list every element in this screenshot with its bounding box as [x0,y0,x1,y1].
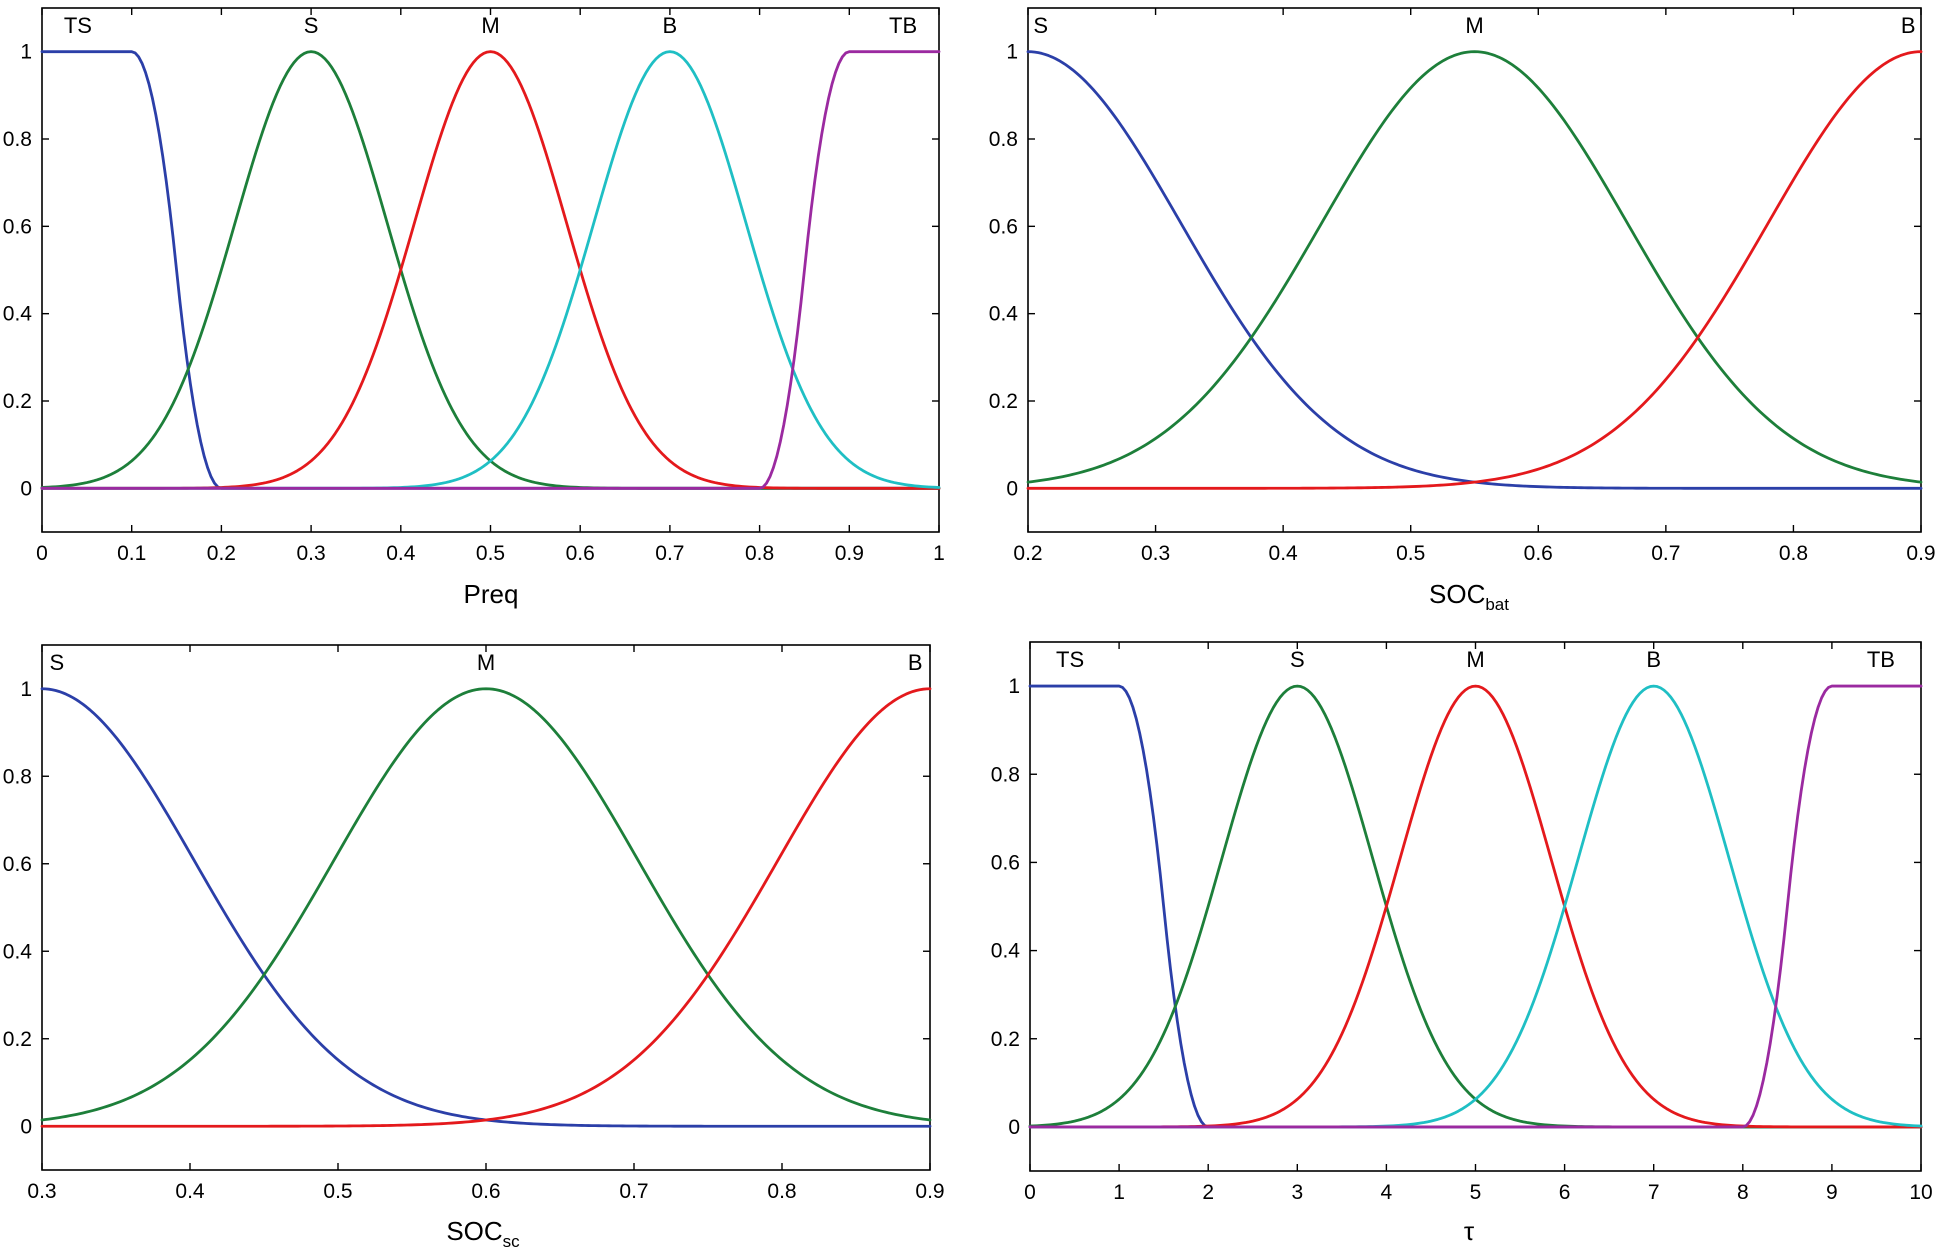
y-tick-label: 0.8 [3,128,32,151]
series-label-ts: TS [1056,647,1084,672]
y-tick-label: 0.4 [3,940,33,963]
y-tick-label: 0.2 [991,1028,1020,1051]
y-tick-label: 0.8 [3,765,32,788]
plot-frame [41,644,931,1171]
x-tick-label: 0.4 [1269,542,1299,565]
x-tick-label: 10 [1909,1181,1932,1204]
chart-panel-preq: Preq 0 0.1 0.2 0.3 0.4 0.5 0.6 0.7 0.8 0.9 1 0 0.2 0.… [3,7,945,609]
x-tick-label: 0.5 [323,1180,352,1203]
x-tick-label: 0.6 [471,1180,500,1203]
y-tick-label: 0.8 [991,763,1020,786]
series-label-b: B [1646,647,1661,672]
y-tick-label: 0 [1008,1116,1020,1139]
x-tick-label: 0.7 [1651,542,1680,565]
plot-frame [1027,7,1922,533]
x-tick-label: 0.3 [296,542,325,565]
x-axis-label: Preq [464,579,519,609]
chart-panel-soc-bat: SOCbat 0.2 0.3 0.4 0.5 0.6 0.7 0.8 0.9 0 0.2 0.4 0.… [989,7,1936,614]
x-tick-label: 0 [1024,1181,1036,1204]
y-tick-label: 0.6 [991,851,1020,874]
series-label-m: M [477,650,495,675]
x-tick-label: 4 [1381,1181,1393,1204]
x-tick-label: 0.5 [1396,542,1425,565]
y-tick-label: 0.2 [3,390,32,413]
x-tick-label: 0.8 [767,1180,796,1203]
series-line-tb [40,50,941,490]
y-tick-label: 0.6 [3,853,32,876]
y-tick-label: 0 [20,1115,32,1138]
series-line-m [1026,50,1923,484]
x-tick-label: 7 [1648,1181,1660,1204]
series-label-tb: TB [1867,647,1895,672]
x-tick-label: 0.8 [1779,542,1808,565]
x-axis-label: SOCbat [1429,579,1509,614]
y-tick-label: 0.6 [3,215,32,238]
x-tick-label: 0.4 [386,542,416,565]
y-tick-label: 0 [1006,477,1018,500]
x-tick-label: 0.7 [655,542,684,565]
x-tick-label: 2 [1202,1181,1214,1204]
y-tick-label: 0 [20,477,32,500]
series-line-s [1026,50,1923,490]
series-label-b: B [1901,13,1916,38]
series-line-s [40,687,932,1128]
x-tick-label: 3 [1291,1181,1303,1204]
chart-panel-tau: τ 0 1 2 3 4 5 6 7 8 9 10 0 0.2 0.4 0.6 0.8 1 TS S M B TB [991,641,1933,1246]
x-tick-label: 0.2 [207,542,236,565]
y-tick-label: 0.4 [989,303,1019,326]
y-tick-label: 0.4 [3,303,33,326]
x-tick-label: 1 [1113,1181,1125,1204]
x-tick-label: 0.2 [1013,542,1042,565]
x-tick-label: 0 [36,542,48,565]
x-tick-label: 0.3 [27,1180,56,1203]
series-label-m: M [1465,13,1483,38]
series-line-m [40,687,932,1122]
x-tick-label: 0.9 [1906,542,1935,565]
series-label-b: B [663,13,678,38]
series-line-tb [1028,684,1923,1129]
x-axis-label: τ [1464,1216,1475,1246]
series-label-m: M [481,13,499,38]
y-tick-label: 0.2 [989,390,1018,413]
series-label-tb: TB [889,13,917,38]
series-label-s: S [1290,647,1305,672]
x-tick-label: 0.1 [117,542,146,565]
y-tick-label: 0.2 [3,1028,32,1051]
series-label-ts: TS [64,13,92,38]
x-tick-label: 0.6 [566,542,595,565]
series-label-s: S [304,13,319,38]
x-tick-label: 0.9 [835,542,864,565]
x-tick-label: 6 [1559,1181,1571,1204]
x-tick-label: 0.8 [745,542,774,565]
x-axis-label: SOCsc [446,1216,520,1251]
series-line-b [1026,50,1923,490]
x-tick-label: 1 [933,542,945,565]
x-tick-label: 0.6 [1524,542,1553,565]
y-tick-label: 0.4 [991,940,1021,963]
x-tick-label: 0.5 [476,542,505,565]
x-tick-label: 0.7 [619,1180,648,1203]
x-tick-label: 5 [1470,1181,1482,1204]
series-line-b [40,687,932,1128]
x-tick-label: 8 [1737,1181,1749,1204]
y-tick-label: 0.6 [989,215,1018,238]
y-tick-label: 1 [20,41,32,64]
x-tick-label: 0.3 [1141,542,1170,565]
y-tick-label: 0.8 [989,128,1018,151]
x-tick-label: 9 [1826,1181,1838,1204]
y-tick-label: 1 [20,678,32,701]
chart-panel-soc-sc: SOCsc 0.3 0.4 0.5 0.6 0.7 0.8 0.9 0 0.2 0.4 0.6 0.8… [3,644,945,1251]
y-tick-label: 1 [1008,675,1020,698]
series-label-s: S [49,650,64,675]
series-label-m: M [1466,647,1484,672]
series-label-s: S [1033,13,1048,38]
x-tick-label: 0.4 [175,1180,205,1203]
series-label-b: B [908,650,923,675]
y-tick-label: 1 [1006,41,1018,64]
x-tick-label: 0.9 [915,1180,944,1203]
